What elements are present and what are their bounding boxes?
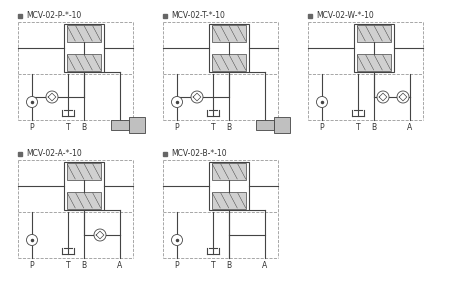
Text: B: B: [81, 262, 86, 270]
Circle shape: [377, 91, 389, 103]
Text: T: T: [66, 123, 70, 133]
Text: A: A: [262, 123, 268, 133]
Text: A: A: [262, 262, 268, 270]
Circle shape: [191, 91, 203, 103]
Text: T: T: [356, 123, 360, 133]
Text: B: B: [226, 123, 232, 133]
Circle shape: [27, 235, 37, 245]
Text: P: P: [320, 123, 324, 133]
Bar: [64, 24, 104, 72]
Text: MCV-02-A-*-10: MCV-02-A-*-10: [26, 150, 82, 158]
Bar: [64, 162, 104, 210]
Text: MCV-02-P-*-10: MCV-02-P-*-10: [26, 11, 81, 21]
Bar: [354, 24, 394, 72]
Bar: [212, 163, 246, 180]
Bar: [256, 120, 274, 130]
Bar: [357, 25, 391, 42]
Text: P: P: [30, 123, 34, 133]
Circle shape: [94, 229, 106, 241]
Text: MCV-02-T-*-10: MCV-02-T-*-10: [171, 11, 225, 21]
Text: B: B: [226, 262, 232, 270]
Circle shape: [46, 91, 58, 103]
Text: T: T: [211, 262, 215, 270]
Bar: [67, 163, 101, 180]
Bar: [67, 25, 101, 42]
Text: P: P: [175, 262, 179, 270]
Text: A: A: [117, 123, 122, 133]
Text: B: B: [81, 123, 86, 133]
Bar: [212, 192, 246, 209]
Text: A: A: [117, 262, 122, 270]
Text: A: A: [407, 123, 413, 133]
Bar: [209, 162, 249, 210]
Circle shape: [171, 97, 183, 107]
Circle shape: [171, 235, 183, 245]
Text: T: T: [211, 123, 215, 133]
Bar: [212, 54, 246, 71]
Bar: [111, 120, 129, 130]
Text: MCV-02-W-*-10: MCV-02-W-*-10: [316, 11, 374, 21]
Text: MCV-02-B-*-10: MCV-02-B-*-10: [171, 150, 227, 158]
Text: T: T: [66, 262, 70, 270]
Bar: [209, 24, 249, 72]
Bar: [212, 25, 246, 42]
Circle shape: [27, 97, 37, 107]
Bar: [67, 54, 101, 71]
Text: P: P: [30, 262, 34, 270]
Bar: [129, 117, 145, 133]
Circle shape: [316, 97, 328, 107]
Text: P: P: [175, 123, 179, 133]
Bar: [274, 117, 290, 133]
Bar: [67, 192, 101, 209]
Text: B: B: [371, 123, 377, 133]
Bar: [357, 54, 391, 71]
Circle shape: [397, 91, 409, 103]
